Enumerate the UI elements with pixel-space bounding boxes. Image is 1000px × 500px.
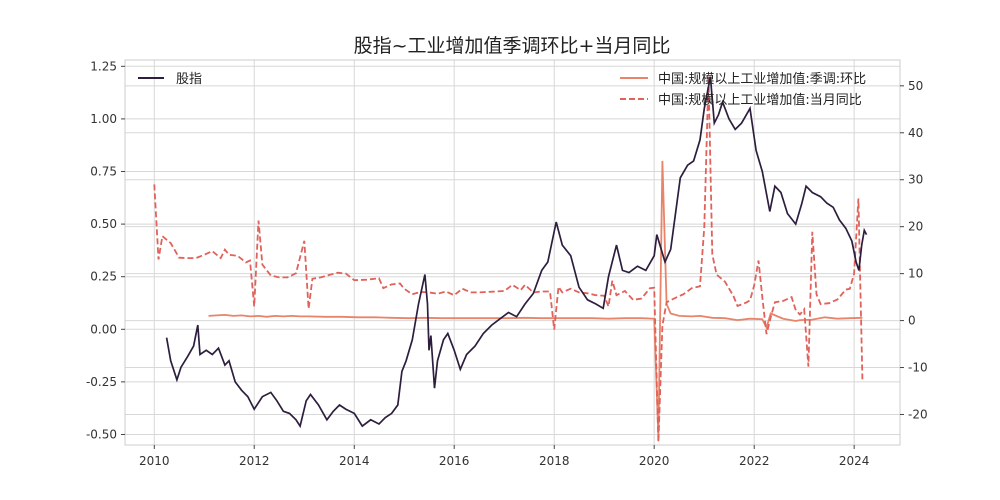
legend-right: 中国:规模以上工业增加值:季调:环比 中国:规模以上工业增加值:当月同比: [620, 71, 866, 108]
x-tick-label: 2020: [639, 454, 670, 468]
y-right-tick-label: 10: [908, 267, 923, 281]
y-right-tick-label: 40: [908, 126, 923, 140]
y-left-tick-label: 1.00: [90, 112, 117, 126]
x-tick-label: 2018: [539, 454, 570, 468]
legend-label-stock-index: 股指: [176, 72, 202, 87]
y-left-tick-label: -0.50: [86, 427, 117, 441]
x-tick-label: 2014: [339, 454, 370, 468]
y-axis-right: -20 -10 0 10 20 30 40 50: [900, 79, 928, 421]
y-right-tick-label: 30: [908, 173, 923, 187]
y-left-tick-label: -0.25: [86, 375, 117, 389]
y-right-tick-label: 0: [908, 314, 916, 328]
y-right-tick-label: 20: [908, 220, 923, 234]
chart-title: 股指~工业增加值季调环比+当月同比: [354, 35, 671, 57]
x-tick-label: 2022: [739, 454, 770, 468]
series-line-stock-index: [165, 76, 868, 429]
legend-label-ip-mom: 中国:规模以上工业增加值:季调:环比: [658, 71, 866, 87]
series-line-ip-mom: [208, 160, 863, 439]
y-right-tick-label: 50: [908, 79, 923, 93]
series-line-ip-yoy: [153, 76, 864, 443]
grid-lines: [125, 60, 900, 445]
y-left-tick-label: 0.25: [90, 270, 117, 284]
y-right-tick-label: -20: [908, 407, 928, 421]
y-left-tick-label: 0.75: [90, 165, 117, 179]
y-right-tick-label: -10: [908, 361, 928, 375]
y-left-tick-label: 0.50: [90, 217, 117, 231]
x-tick-label: 2010: [139, 454, 170, 468]
legend-left: 股指: [138, 72, 202, 87]
y-left-tick-label: 1.25: [90, 59, 117, 73]
x-tick-label: 2024: [839, 454, 870, 468]
x-tick-label: 2016: [439, 454, 470, 468]
x-tick-label: 2012: [239, 454, 270, 468]
x-axis: 2010 2012 2014 2016 2018 2020 2022 2024: [139, 445, 869, 468]
plot-area: [124, 59, 901, 446]
legend-label-ip-yoy: 中国:规模以上工业增加值:当月同比: [658, 92, 862, 108]
plot-clip-group: [153, 76, 868, 443]
y-axis-left: -0.50 -0.25 0.00 0.25 0.50 0.75 1.00 1.25: [86, 59, 125, 441]
y-left-tick-label: 0.00: [90, 322, 117, 336]
